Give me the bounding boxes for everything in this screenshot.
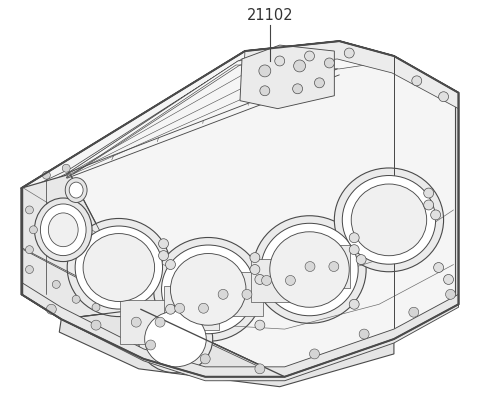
Circle shape: [412, 76, 422, 86]
Circle shape: [255, 274, 265, 284]
Circle shape: [305, 262, 315, 272]
Polygon shape: [394, 56, 458, 339]
Ellipse shape: [261, 223, 358, 316]
Ellipse shape: [75, 226, 163, 309]
Circle shape: [349, 233, 359, 243]
Circle shape: [91, 320, 101, 330]
Polygon shape: [164, 286, 219, 330]
Circle shape: [145, 340, 156, 350]
Circle shape: [242, 289, 252, 299]
Circle shape: [25, 206, 34, 214]
Circle shape: [439, 92, 448, 102]
Circle shape: [349, 245, 359, 255]
Ellipse shape: [342, 176, 436, 264]
Circle shape: [424, 188, 433, 198]
Polygon shape: [59, 309, 394, 387]
Polygon shape: [22, 41, 458, 377]
Ellipse shape: [270, 232, 349, 307]
Ellipse shape: [35, 198, 92, 262]
Circle shape: [62, 164, 70, 172]
Circle shape: [25, 266, 34, 274]
Circle shape: [445, 289, 456, 299]
Circle shape: [286, 276, 295, 286]
Ellipse shape: [69, 182, 83, 198]
Circle shape: [255, 320, 265, 330]
Text: 21102: 21102: [246, 8, 293, 23]
Ellipse shape: [144, 311, 206, 367]
Circle shape: [409, 307, 419, 317]
Polygon shape: [22, 172, 141, 319]
Polygon shape: [207, 272, 263, 316]
Circle shape: [359, 329, 369, 339]
Polygon shape: [22, 282, 458, 381]
Circle shape: [260, 86, 270, 96]
Circle shape: [166, 260, 176, 270]
Ellipse shape: [253, 216, 366, 323]
Circle shape: [344, 48, 354, 58]
Circle shape: [304, 51, 314, 61]
Circle shape: [262, 276, 272, 286]
Polygon shape: [244, 41, 458, 109]
Circle shape: [200, 354, 210, 364]
Ellipse shape: [65, 178, 87, 202]
Circle shape: [329, 262, 339, 272]
Circle shape: [250, 264, 260, 274]
Circle shape: [349, 299, 359, 309]
Circle shape: [424, 200, 433, 210]
Circle shape: [324, 58, 335, 68]
Circle shape: [433, 262, 444, 272]
Circle shape: [155, 317, 165, 327]
Circle shape: [131, 317, 141, 327]
Ellipse shape: [335, 168, 444, 272]
Polygon shape: [22, 41, 394, 200]
Ellipse shape: [170, 254, 246, 325]
Circle shape: [158, 251, 168, 260]
Ellipse shape: [154, 238, 263, 341]
Circle shape: [158, 239, 168, 249]
Circle shape: [166, 304, 176, 314]
Ellipse shape: [40, 204, 86, 256]
Polygon shape: [240, 45, 335, 109]
Polygon shape: [294, 245, 350, 288]
Ellipse shape: [48, 213, 78, 247]
Polygon shape: [120, 300, 176, 344]
Circle shape: [47, 304, 56, 314]
Ellipse shape: [162, 245, 255, 334]
Ellipse shape: [138, 305, 213, 373]
Circle shape: [275, 56, 285, 66]
Circle shape: [199, 303, 208, 313]
Circle shape: [218, 289, 228, 299]
Circle shape: [444, 274, 454, 284]
Circle shape: [356, 255, 366, 264]
Circle shape: [52, 280, 60, 288]
Ellipse shape: [83, 234, 155, 302]
Ellipse shape: [351, 184, 427, 256]
Polygon shape: [22, 41, 458, 377]
Circle shape: [294, 60, 306, 72]
Circle shape: [250, 253, 260, 262]
Circle shape: [25, 246, 34, 254]
Circle shape: [255, 364, 265, 374]
Circle shape: [259, 65, 271, 77]
Circle shape: [29, 226, 37, 234]
Ellipse shape: [67, 218, 170, 316]
Circle shape: [431, 210, 441, 220]
Circle shape: [293, 84, 302, 94]
Circle shape: [310, 349, 320, 359]
Circle shape: [42, 171, 50, 179]
Circle shape: [314, 78, 324, 88]
Polygon shape: [251, 258, 306, 302]
Polygon shape: [66, 51, 379, 178]
Circle shape: [72, 295, 80, 303]
Circle shape: [92, 303, 100, 311]
Circle shape: [175, 303, 185, 313]
